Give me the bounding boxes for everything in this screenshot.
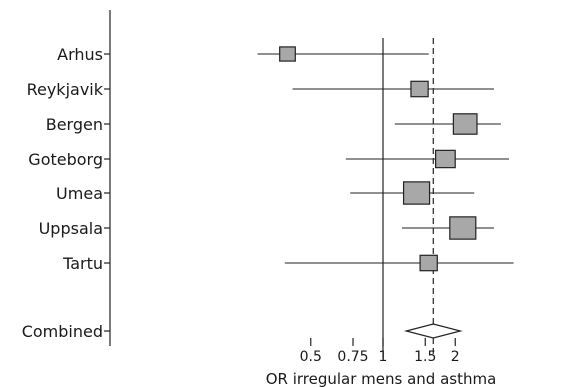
study-label: Goteborg xyxy=(28,150,103,169)
study-row: Reykjavik xyxy=(27,80,494,99)
study-label: Umea xyxy=(56,184,103,203)
x-tick-label: 0.75 xyxy=(337,349,368,365)
study-rows: Arhus Reykjavik Bergen Goteborg Umea Uppsala T… xyxy=(22,45,514,341)
x-tick-label: 1 xyxy=(379,349,388,365)
study-row: Arhus xyxy=(57,45,429,64)
estimate-square xyxy=(435,149,456,169)
estimate-square xyxy=(419,254,438,272)
estimate-square xyxy=(402,181,431,205)
estimate-square xyxy=(410,80,429,98)
x-ticks: 0.5 0.75 1 1.5 2 xyxy=(300,338,460,365)
study-label: Bergen xyxy=(46,115,103,134)
study-row: Umea xyxy=(56,181,475,205)
combined-row: Combined xyxy=(22,322,463,341)
combined-diamond xyxy=(403,323,463,339)
x-tick-label: 1.5 xyxy=(414,349,436,365)
reference-lines xyxy=(382,38,434,358)
estimate-square xyxy=(449,216,477,240)
x-tick-label: 2 xyxy=(451,349,460,365)
estimate-square xyxy=(279,46,296,62)
study-row: Bergen xyxy=(46,113,501,135)
combined-label: Combined xyxy=(22,322,103,341)
study-row: Uppsala xyxy=(39,216,494,240)
study-label: Uppsala xyxy=(39,219,103,238)
x-axis-label: OR irregular mens and asthma xyxy=(266,370,497,387)
study-row: Tartu xyxy=(62,254,514,273)
estimate-square xyxy=(452,113,478,135)
study-label: Arhus xyxy=(57,45,103,64)
x-tick-label: 0.5 xyxy=(300,349,322,365)
study-label: Tartu xyxy=(62,254,103,273)
study-label: Reykjavik xyxy=(27,80,104,99)
study-row: Goteborg xyxy=(28,149,510,169)
